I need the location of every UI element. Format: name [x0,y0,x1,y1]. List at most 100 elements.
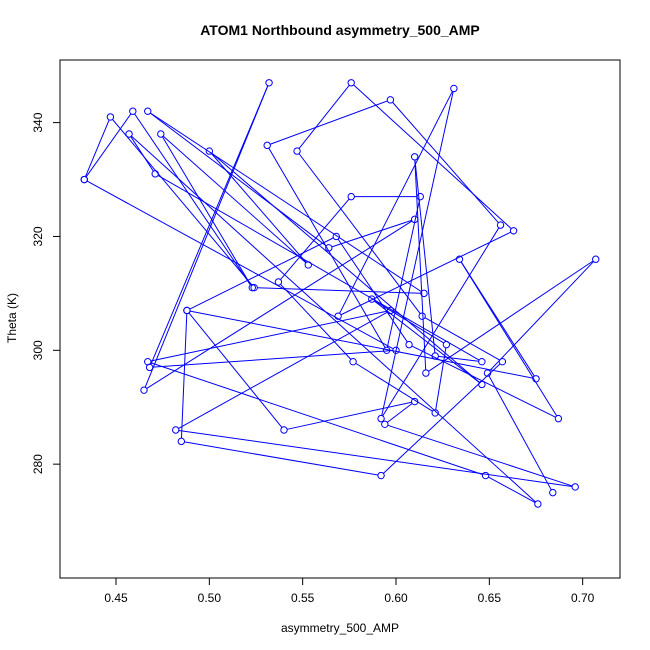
series-line-segment [435,347,447,410]
series-line-segment [383,363,501,474]
data-point [325,244,333,252]
data-point [377,471,385,480]
data-point [293,147,301,155]
series-line-segment [280,198,350,280]
data-point [205,147,214,155]
series-line-segment [331,219,412,248]
series-line-segment [178,429,573,487]
series-line-segment [268,147,386,348]
data-point [478,380,486,389]
data-point [554,414,563,423]
data-point [442,340,451,349]
series-line-segment [488,375,552,491]
series-line-segment [373,300,480,383]
series-line-segment [149,112,327,247]
data-point [349,357,357,366]
series-line-segment [211,153,307,263]
series-line-segment [287,401,412,430]
x-axis: 0.45 0.50 0.55 0.60 0.65 0.70 [104,578,595,605]
series-line-segment [298,84,350,149]
x-tick-label: 0.60 [384,591,408,605]
series-line-segment [387,424,573,487]
data-point [172,426,180,434]
y-tick-label: 320 [31,226,45,246]
series-line-segment [386,199,421,348]
series-line-segment [414,159,427,370]
data-point [386,96,395,104]
series-line-segment [392,101,499,224]
series-line-segment [85,113,132,178]
chart-title: ATOM1 Northbound asymmetry_500_AMP [200,22,480,38]
data-point [386,306,395,315]
data-point [592,255,600,263]
data-point [347,79,355,87]
data-point [332,232,340,241]
data-point [410,397,419,406]
data-point [304,261,312,269]
data-point [377,414,385,423]
data-point [334,312,342,320]
series-line-segment [146,220,413,389]
data-point [274,278,283,286]
data-point [534,500,542,508]
y-tick-label: 300 [31,340,45,360]
data-point [80,175,88,184]
data-point [509,227,518,235]
series-line-segment [180,313,188,439]
series-line-segment [424,317,500,361]
data-point [106,113,115,121]
data-point [420,289,428,298]
data-point [431,352,439,360]
series-line-segment [85,119,110,177]
data-point [129,107,137,115]
data-point [183,306,191,315]
series-line-segment [189,237,334,310]
x-tick-label: 0.45 [104,591,128,605]
series-line-segment [298,153,421,314]
series-layer [80,79,600,508]
data-point [410,215,419,224]
data-point [455,255,464,263]
series-line-segment [489,261,594,372]
series-line-segment [150,112,422,293]
data-point [248,283,256,292]
data-point [496,221,505,229]
data-point [144,107,152,115]
series-line-segment [184,441,378,476]
data-point [532,375,540,383]
data-point [481,471,490,480]
data-point [410,153,419,161]
data-point [571,483,579,491]
series-line-segment [460,261,535,377]
series-line-segment [157,175,480,361]
series-line-segment [178,311,388,429]
series-line-segment [353,84,512,229]
data-point [450,84,458,93]
data-point [263,141,271,150]
series-line-segment [112,119,253,286]
series-line-segment [162,136,252,286]
data-point [392,346,400,355]
data-point [483,369,492,377]
y-axis-label: Theta (K) [5,293,19,343]
series-line-segment [144,85,269,388]
series-line-segment [211,152,480,383]
data-point [250,283,258,292]
y-tick-label: 340 [31,112,45,132]
series-line-segment [131,135,536,503]
data-point [431,409,439,417]
data-point [405,340,413,349]
series-line-segment [134,113,251,286]
series-line-segment [337,238,408,343]
data-point [177,437,186,446]
data-point [140,386,148,394]
data-point [549,488,557,497]
series-line-segment [339,91,453,314]
data-point [151,170,159,178]
series-line-segment [488,476,536,503]
series-line-segment [382,227,500,417]
data-point [422,369,430,377]
series-line-segment [130,136,154,172]
